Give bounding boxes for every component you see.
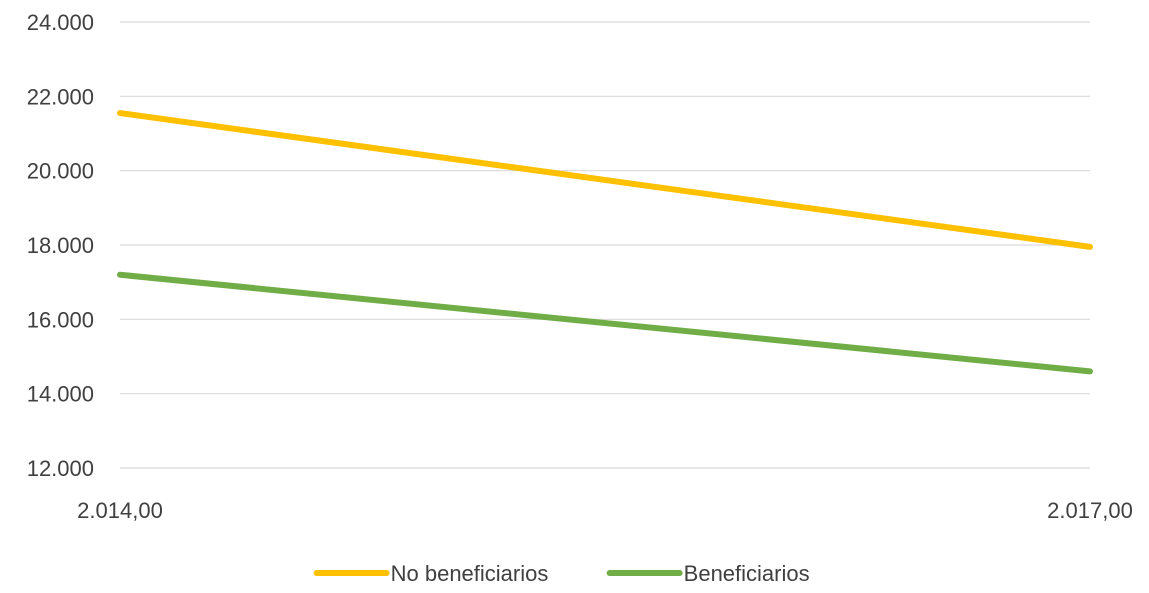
- y-tick-label: 18.000: [27, 233, 94, 258]
- series-line-0: [117, 110, 1093, 250]
- legend-item: Beneficiarios: [606, 561, 810, 586]
- series-line-1: [117, 271, 1093, 375]
- y-axis-ticks: 12.000 14.000 16.000 18.000 20.000 22.000 24.0…: [27, 10, 94, 481]
- legend-label: Beneficiarios: [684, 561, 810, 586]
- y-tick-label: 16.000: [27, 307, 94, 332]
- series-lines: [117, 110, 1093, 375]
- legend-label: No beneficiarios: [391, 561, 549, 586]
- x-axis-ticks: 2.014,00 2.017,00: [77, 498, 1133, 523]
- gridlines: [120, 21, 1090, 469]
- x-tick-label: 2.017,00: [1047, 498, 1133, 523]
- legend-item: No beneficiarios: [313, 561, 549, 586]
- y-tick-label: 12.000: [27, 456, 94, 481]
- y-tick-label: 20.000: [27, 159, 94, 184]
- y-tick-label: 22.000: [27, 84, 94, 109]
- y-tick-label: 24.000: [27, 10, 94, 35]
- legend: No beneficiarios Beneficiarios: [313, 561, 810, 586]
- y-tick-label: 14.000: [27, 382, 94, 407]
- x-tick-label: 2.014,00: [77, 498, 163, 523]
